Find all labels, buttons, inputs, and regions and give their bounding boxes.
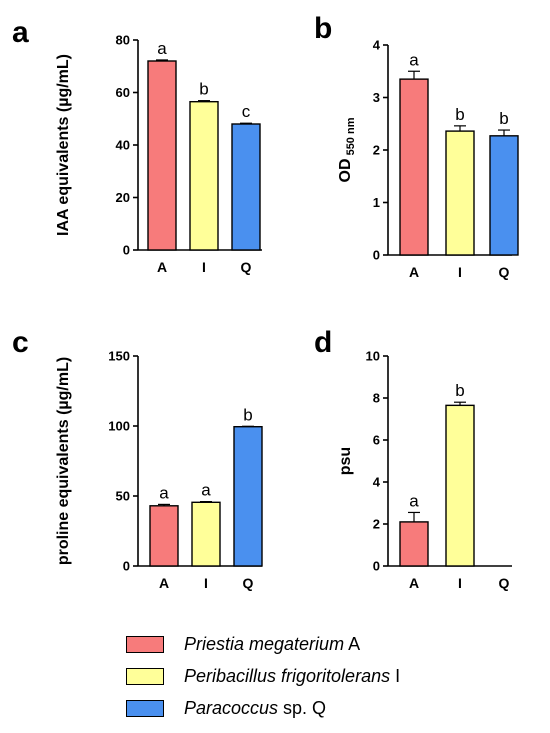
significance-letter-c-Q: b [243, 405, 252, 424]
x-category-a-I: I [202, 259, 206, 275]
x-category-b-I: I [458, 264, 462, 280]
y-tick-label-a-0: 0 [123, 243, 130, 258]
legend-strain-peribacillus: I [390, 665, 401, 686]
y-tick-label-a-60: 60 [116, 85, 130, 100]
y-tick-label-c-50: 50 [116, 489, 130, 504]
legend-species-paracoccus: Paracoccus [184, 697, 279, 718]
bar-a-A [147, 60, 177, 251]
y-tick-label-a-20: 20 [116, 190, 130, 205]
x-category-c-I: I [204, 575, 208, 591]
bar-c-A [149, 505, 179, 567]
panel-label-b: b [314, 12, 332, 45]
legend-item-paracoccus: Paracoccus sp. Q [126, 692, 400, 724]
y-tick-label-b-0: 0 [373, 248, 380, 263]
y-axis-label-c: proline equivalents (µg/mL) [55, 357, 72, 565]
x-category-d-I: I [458, 575, 462, 591]
y-tick-label-d-8: 8 [373, 391, 380, 406]
y-tick-label-c-150: 150 [108, 349, 130, 364]
significance-letter-b-Q: b [499, 109, 508, 128]
y-axis-label-a: IAA equivalents (µg/mL) [55, 54, 72, 236]
panel-label-c: c [12, 326, 29, 359]
bar-b-I [445, 130, 475, 256]
x-category-a-A: A [157, 259, 167, 275]
bar-c-I [191, 501, 221, 567]
significance-letter-c-I: a [201, 481, 211, 500]
significance-letter-d-A: a [409, 491, 419, 510]
significance-letter-a-A: a [157, 39, 167, 58]
significance-letter-c-A: a [159, 483, 169, 502]
legend-strain-priestia: A [344, 633, 361, 654]
x-category-c-Q: Q [243, 575, 254, 591]
x-category-a-Q: Q [241, 259, 252, 275]
legend-swatch-paracoccus [126, 699, 164, 717]
bar-b-Q [489, 135, 519, 256]
y-tick-label-b-3: 3 [373, 90, 380, 105]
significance-letter-a-I: b [199, 80, 208, 99]
panel-label-a: a [12, 16, 29, 49]
y-tick-label-b-4: 4 [373, 38, 381, 53]
legend-strain-paracoccus: sp. Q [278, 697, 327, 718]
y-tick-label-d-10: 10 [366, 349, 380, 364]
bar-c-Q [233, 426, 263, 567]
y-tick-label-b-1: 1 [373, 195, 380, 210]
legend-species-peribacillus: Peribacillus frigoritolerans [184, 665, 391, 686]
legend-species-priestia: Priestia megaterium [184, 633, 345, 654]
significance-letter-b-I: b [455, 105, 464, 124]
significance-letter-d-I: b [455, 381, 464, 400]
y-tick-label-d-2: 2 [373, 517, 380, 532]
x-category-b-Q: Q [499, 264, 510, 280]
legend-swatch-peribacillus [126, 667, 164, 685]
panel-label-d: d [314, 326, 332, 359]
bar-a-I [189, 100, 219, 251]
y-axis-label-d: psu [337, 447, 354, 475]
y-tick-label-d-6: 6 [373, 433, 380, 448]
bar-b-A [399, 78, 429, 256]
significance-letter-b-A: a [409, 50, 419, 69]
y-axis-label-b: OD 550 nm [337, 117, 357, 182]
x-category-b-A: A [409, 264, 419, 280]
bar-d-I [445, 404, 475, 567]
y-tick-label-d-0: 0 [373, 559, 380, 574]
legend-swatch-priestia [126, 635, 164, 653]
x-category-c-A: A [159, 575, 169, 591]
x-category-d-Q: Q [499, 575, 510, 591]
bar-d-A [399, 521, 429, 567]
legend-item-priestia: Priestia megaterium A [126, 628, 400, 660]
bar-a-Q [231, 123, 261, 251]
significance-letter-a-Q: c [242, 102, 251, 121]
y-tick-label-d-4: 4 [373, 475, 381, 490]
y-tick-label-b-2: 2 [373, 143, 380, 158]
y-axis-label-subscript-b: 550 nm [345, 117, 357, 158]
legend: Priestia megaterium A Peribacillus frigo… [126, 628, 400, 724]
legend-item-peribacillus: Peribacillus frigoritolerans I [126, 660, 400, 692]
x-category-d-A: A [409, 575, 419, 591]
y-tick-label-a-80: 80 [116, 33, 130, 48]
y-tick-label-c-0: 0 [123, 559, 130, 574]
y-tick-label-c-100: 100 [108, 419, 130, 434]
y-tick-label-a-40: 40 [116, 138, 130, 153]
